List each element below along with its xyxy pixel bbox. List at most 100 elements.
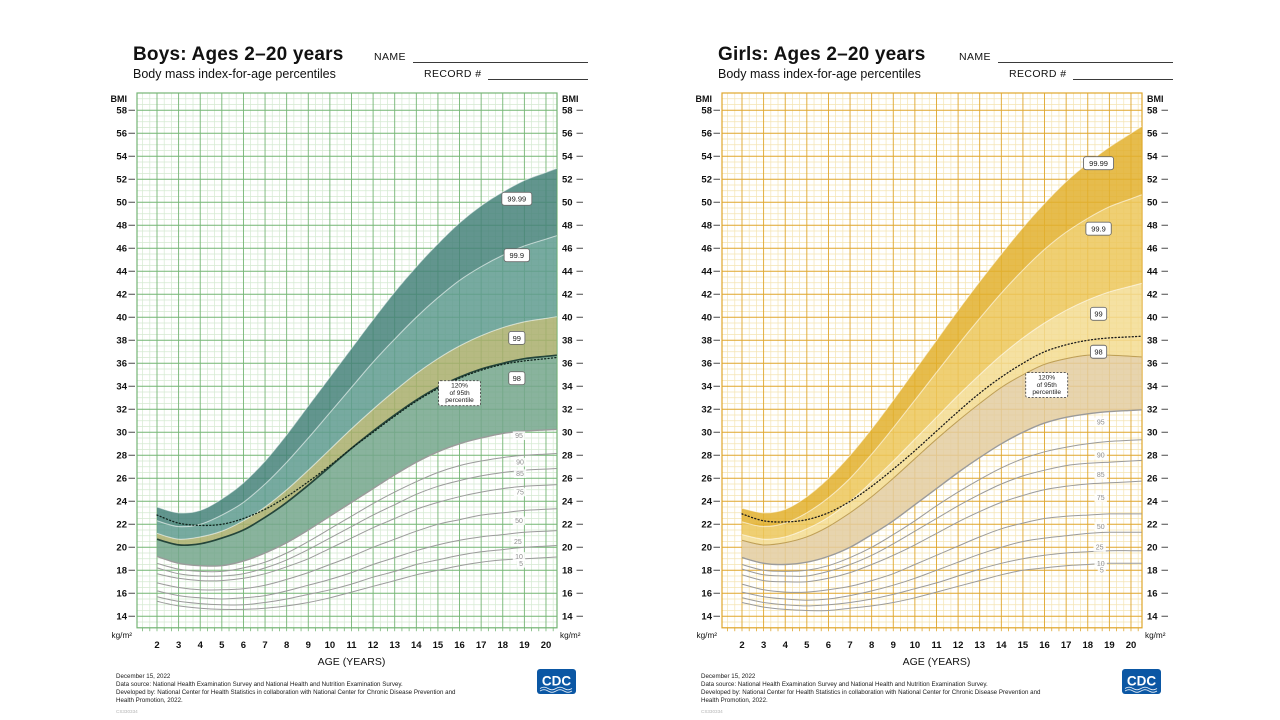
svg-text:16: 16 [454,640,465,651]
footer-notes: December 15, 2022 Data source: National … [116,673,455,714]
svg-text:98: 98 [1094,348,1102,357]
svg-text:14: 14 [996,640,1007,651]
footer-notes: December 15, 2022 Data source: National … [701,673,1040,714]
svg-text:15: 15 [1018,640,1029,651]
svg-text:52: 52 [562,175,573,186]
svg-text:38: 38 [116,336,127,347]
svg-text:4: 4 [783,640,789,651]
svg-text:38: 38 [701,336,712,347]
svg-text:26: 26 [701,474,712,485]
svg-text:42: 42 [116,290,127,301]
name-field-row: NAME [374,50,588,63]
svg-text:98: 98 [513,374,521,383]
svg-text:48: 48 [701,221,712,232]
publication-code: CS330334 [701,708,723,714]
svg-text:32: 32 [701,405,712,416]
name-field-row: NAME [959,50,1173,63]
svg-text:20: 20 [116,543,127,554]
svg-text:24: 24 [1147,497,1158,508]
svg-text:58: 58 [116,106,127,117]
svg-text:18: 18 [1147,566,1158,577]
svg-text:10: 10 [325,640,336,651]
footer-developed-2: Health Promotion, 2022. [701,696,768,704]
svg-text:75: 75 [1097,495,1105,502]
boys-growth-chart-panel: Boys: Ages 2–20 years Body mass index-fo… [108,44,590,720]
svg-text:13: 13 [389,640,400,651]
svg-text:58: 58 [1147,106,1158,117]
svg-text:56: 56 [116,129,127,140]
svg-text:90: 90 [1097,453,1105,460]
svg-text:99: 99 [513,334,521,343]
svg-text:36: 36 [562,359,573,370]
svg-text:99.99: 99.99 [507,195,526,204]
svg-text:28: 28 [562,451,573,462]
record-label: RECORD # [424,68,482,80]
svg-text:7: 7 [847,640,852,651]
svg-text:26: 26 [116,474,127,485]
svg-text:50: 50 [701,198,712,209]
page-title: Girls: Ages 2–20 years [718,44,926,65]
svg-text:22: 22 [701,520,712,531]
svg-text:48: 48 [1147,221,1158,232]
svg-text:kg/m²: kg/m² [1145,631,1166,640]
svg-text:5: 5 [519,561,523,568]
chart-subtitle: Body mass index-for-age percentiles [718,67,921,81]
svg-text:54: 54 [701,152,712,163]
svg-text:18: 18 [116,566,127,577]
svg-text:3: 3 [176,640,181,651]
svg-text:16: 16 [1147,589,1158,600]
name-fill-line [997,51,1173,63]
svg-text:48: 48 [116,221,127,232]
svg-text:13: 13 [974,640,985,651]
svg-text:44: 44 [701,267,712,278]
girls-growth-chart-panel: Girls: Ages 2–20 years Body mass index-f… [693,44,1175,720]
svg-text:56: 56 [1147,129,1158,140]
svg-text:40: 40 [562,313,573,324]
svg-text:52: 52 [116,175,127,186]
publication-code: CS330334 [116,708,138,714]
footer-date: December 15, 2022 [116,673,171,680]
svg-text:36: 36 [701,359,712,370]
svg-text:20: 20 [1147,543,1158,554]
footer-developed: Developed by: National Center for Health… [701,688,1041,696]
svg-text:40: 40 [701,313,712,324]
svg-text:5: 5 [804,640,810,651]
cdc-logo-text: CDC [542,674,571,689]
chart-subtitle: Body mass index-for-age percentiles [133,67,336,81]
svg-text:30: 30 [562,428,573,439]
svg-text:5: 5 [219,640,225,651]
svg-text:14: 14 [701,612,712,623]
svg-text:52: 52 [1147,175,1158,186]
svg-text:12: 12 [368,640,379,651]
svg-text:8: 8 [869,640,874,651]
svg-text:95: 95 [515,433,523,440]
svg-text:40: 40 [116,313,127,324]
svg-text:30: 30 [116,428,127,439]
svg-text:30: 30 [701,428,712,439]
svg-text:10: 10 [1097,561,1105,568]
svg-text:18: 18 [701,566,712,577]
footer-developed-2: Health Promotion, 2022. [116,696,183,704]
svg-text:8: 8 [284,640,289,651]
record-fill-line [488,68,588,80]
svg-text:BMI: BMI [696,94,713,104]
svg-text:34: 34 [1147,382,1158,393]
svg-text:24: 24 [701,497,712,508]
svg-text:14: 14 [116,612,127,623]
svg-text:50: 50 [1097,524,1105,531]
svg-text:36: 36 [116,359,127,370]
svg-text:19: 19 [1104,640,1115,651]
svg-text:32: 32 [562,405,573,416]
svg-text:16: 16 [701,589,712,600]
svg-text:5: 5 [1100,568,1104,575]
svg-text:15: 15 [433,640,444,651]
svg-text:22: 22 [562,520,573,531]
svg-text:AGE (YEARS): AGE (YEARS) [318,656,386,668]
footer-source: Data source: National Health Examination… [701,680,988,688]
svg-text:34: 34 [701,382,712,393]
cdc-logo: CDC [537,669,576,694]
svg-text:34: 34 [116,382,127,393]
svg-text:11: 11 [346,640,357,651]
